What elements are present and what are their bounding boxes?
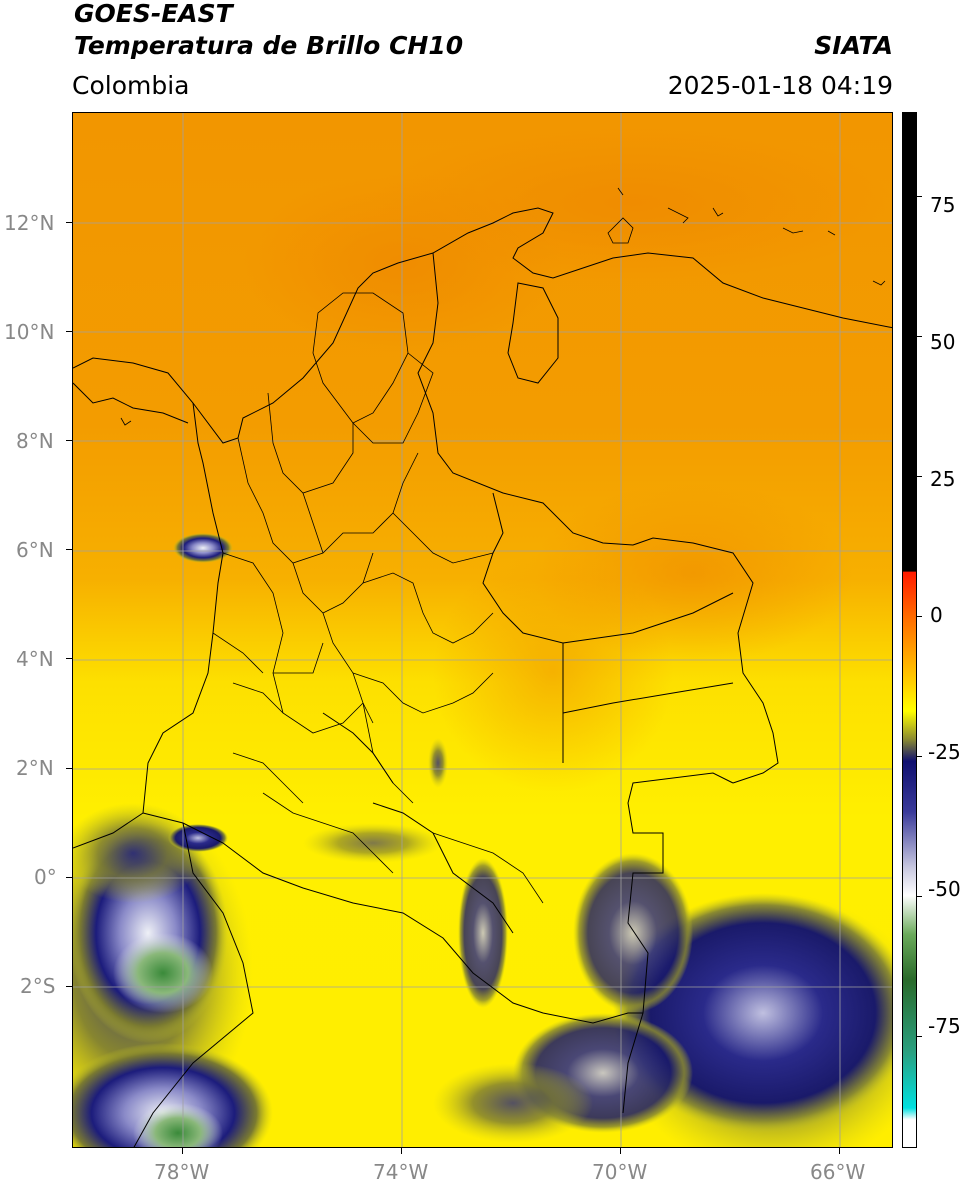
- colorbar-tick: [917, 336, 922, 337]
- lat-label-0: 0°: [34, 865, 57, 889]
- lon-label-74w: 74°W: [373, 1160, 429, 1184]
- colorbar-label-0: 0: [930, 603, 943, 627]
- department-borders: [212, 292, 544, 904]
- colorbar-label-minus75: -75: [928, 1014, 961, 1038]
- colorbar-label-25: 25: [930, 467, 956, 491]
- lon-label-70w: 70°W: [592, 1160, 648, 1184]
- political-borders: [73, 207, 892, 1147]
- lat-label-6n: 6°N: [16, 538, 54, 562]
- brightness-temperature-map: [73, 113, 892, 1147]
- colorbar-label-minus50: -50: [928, 877, 961, 901]
- colorbar-tick: [917, 1036, 922, 1037]
- region-label: Colombia: [72, 71, 190, 100]
- colorbar-tick: [917, 196, 922, 197]
- colorbar-tick: [917, 756, 922, 757]
- colorbar-label-50: 50: [930, 330, 956, 354]
- temperature-colorbar: [902, 112, 917, 1148]
- colorbar-tick: [917, 896, 922, 897]
- colorbar-label-minus25: -25: [928, 740, 961, 764]
- satellite-title: GOES-EAST: [74, 0, 233, 28]
- lon-label-66w: 66°W: [810, 1160, 866, 1184]
- lat-label-2n: 2°N: [16, 756, 54, 780]
- source-label: SIATA: [814, 31, 893, 60]
- lat-label-2s: 2°S: [20, 974, 56, 998]
- lat-label-10n: 10°N: [4, 320, 55, 344]
- lon-label-78w: 78°W: [154, 1160, 210, 1184]
- colorbar-label-75: 75: [930, 193, 956, 217]
- lat-label-12n: 12°N: [4, 211, 55, 235]
- product-title: Temperatura de Brillo CH10: [74, 31, 464, 60]
- cloud-cluster-southeast: [303, 738, 892, 1147]
- colorbar-tick: [917, 616, 922, 617]
- colorbar-tick: [917, 476, 922, 477]
- datetime-label: 2025-01-18 04:19: [667, 71, 893, 100]
- graticule: [73, 113, 892, 1147]
- lat-label-8n: 8°N: [16, 429, 54, 453]
- caribbean-islands: [120, 187, 886, 426]
- map-panel[interactable]: [72, 112, 893, 1148]
- lat-label-4n: 4°N: [16, 647, 54, 671]
